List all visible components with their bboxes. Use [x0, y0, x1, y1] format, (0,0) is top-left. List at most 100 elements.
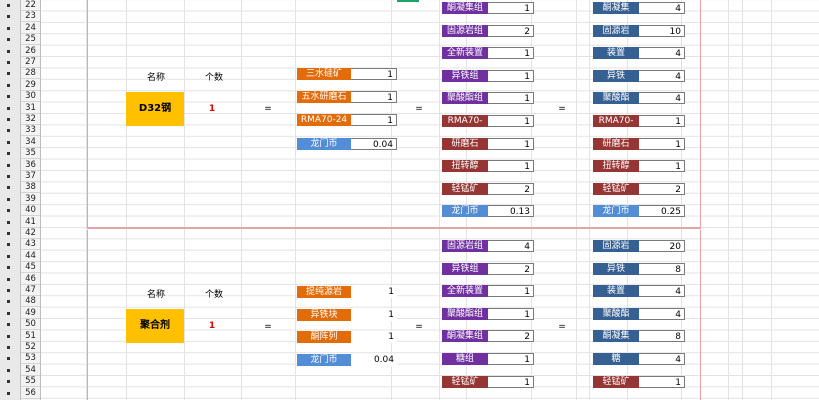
row-number[interactable]: 38 — [21, 182, 40, 194]
material-quantity[interactable]: 1 — [488, 47, 534, 60]
row-number[interactable]: 55 — [21, 376, 40, 388]
material-label[interactable]: RMA70-12 — [593, 115, 639, 138]
outline-dot[interactable] — [7, 175, 10, 178]
outline-dot[interactable] — [7, 129, 10, 133]
material-label[interactable]: 固源岩组 — [442, 24, 488, 37]
row-number[interactable]: 23 — [21, 11, 40, 23]
material-quantity[interactable]: 1 — [351, 114, 397, 127]
material-quantity[interactable]: 1 — [351, 91, 397, 104]
row-number[interactable]: 50 — [21, 319, 40, 331]
material-label[interactable]: 酮凝集组 — [442, 330, 488, 343]
outline-dot[interactable] — [7, 254, 10, 258]
outline-dot[interactable] — [7, 61, 10, 64]
outline-dot[interactable] — [7, 346, 10, 349]
row-number[interactable]: 24 — [21, 23, 40, 34]
material-quantity[interactable]: 1 — [639, 137, 685, 150]
material-quantity[interactable]: 1 — [351, 331, 397, 343]
material-quantity[interactable]: 1 — [351, 286, 397, 298]
material-label[interactable]: 三水硅矿 — [297, 68, 351, 80]
material-label[interactable]: 酮阵列 — [297, 331, 351, 343]
material-label[interactable]: 糖组 — [442, 353, 488, 365]
material-quantity[interactable]: 2 — [488, 262, 534, 275]
material-quantity[interactable]: 4 — [639, 353, 685, 365]
material-quantity[interactable]: 4 — [639, 92, 685, 105]
outline-dot[interactable] — [7, 311, 10, 315]
material-label[interactable]: 龙门币 — [297, 353, 351, 366]
row-number[interactable]: 22 — [21, 0, 40, 11]
material-label[interactable]: 扭转醇 — [593, 160, 639, 173]
material-quantity[interactable]: 8 — [639, 330, 685, 343]
item-name-cell[interactable]: D32钢 — [126, 92, 184, 126]
material-quantity[interactable]: 1 — [488, 353, 534, 365]
material-quantity[interactable]: 1 — [351, 68, 397, 80]
material-quantity[interactable]: 1 — [488, 285, 534, 298]
material-label[interactable]: 龙门币 — [297, 137, 351, 150]
row-number[interactable]: 26 — [21, 46, 40, 57]
material-quantity[interactable]: 0.13 — [488, 205, 534, 218]
material-quantity[interactable]: 4 — [639, 69, 685, 82]
material-label[interactable]: 酮凝集 — [593, 2, 639, 14]
row-number[interactable]: 44 — [21, 251, 40, 262]
material-label[interactable]: 糖 — [593, 353, 639, 365]
material-label[interactable]: 聚酸酯组 — [442, 92, 488, 105]
material-quantity[interactable]: 0.04 — [351, 137, 397, 150]
outline-dot[interactable] — [7, 368, 10, 372]
material-label[interactable]: 异铁组 — [442, 262, 488, 275]
outline-dot[interactable] — [7, 266, 10, 270]
material-label[interactable]: 研磨石 — [593, 137, 639, 150]
row-number[interactable]: 41 — [21, 217, 40, 228]
material-label[interactable]: 固源岩 — [593, 24, 639, 37]
outline-dot[interactable] — [7, 209, 10, 213]
material-quantity[interactable]: 1 — [488, 2, 534, 14]
material-label[interactable]: 聚酸酯 — [593, 307, 639, 320]
outline-dot[interactable] — [7, 95, 10, 99]
row-number[interactable]: 27 — [21, 57, 40, 68]
outline-dot[interactable] — [7, 118, 10, 121]
row-number[interactable]: 51 — [21, 331, 40, 342]
material-label[interactable]: 装置 — [593, 285, 639, 298]
material-label[interactable]: RMA70-24 — [297, 114, 351, 127]
material-label[interactable]: 固源岩 — [593, 240, 639, 252]
material-label[interactable]: 龙门币 — [593, 205, 639, 218]
material-quantity[interactable]: 1 — [488, 92, 534, 105]
material-label[interactable]: 轻锰矿 — [442, 375, 488, 388]
material-quantity[interactable]: 4 — [639, 285, 685, 298]
material-quantity[interactable]: 1 — [488, 137, 534, 150]
material-label[interactable]: 聚酸酯 — [593, 92, 639, 105]
row-number[interactable]: 45 — [21, 262, 40, 274]
item-count-value[interactable]: 1 — [208, 104, 216, 114]
row-number[interactable]: 49 — [21, 308, 40, 319]
row-number[interactable]: 53 — [21, 353, 40, 365]
outline-dot[interactable] — [7, 163, 10, 167]
row-number[interactable]: 56 — [21, 388, 40, 399]
material-quantity[interactable]: 1 — [488, 115, 534, 127]
outline-dot[interactable] — [7, 277, 10, 281]
item-count-value[interactable]: 1 — [208, 321, 216, 331]
material-quantity[interactable]: 2 — [488, 182, 534, 195]
row-number[interactable]: 39 — [21, 194, 40, 205]
row-number[interactable]: 33 — [21, 125, 40, 137]
material-label[interactable]: 提纯源岩 — [297, 286, 351, 298]
material-label[interactable]: 酮凝集组 — [442, 2, 488, 14]
row-number[interactable]: 35 — [21, 148, 40, 160]
row-number[interactable]: 46 — [21, 274, 40, 285]
material-quantity[interactable]: 2 — [488, 24, 534, 37]
material-label[interactable]: 五水研磨石 — [297, 91, 351, 104]
row-number[interactable]: 37 — [21, 171, 40, 182]
material-quantity[interactable]: 1 — [639, 160, 685, 173]
outline-dot[interactable] — [7, 323, 10, 327]
material-quantity[interactable]: 1 — [488, 307, 534, 320]
outline-dot[interactable] — [7, 197, 10, 201]
outline-dot[interactable] — [7, 106, 10, 110]
row-number[interactable]: 52 — [21, 342, 40, 353]
row-number[interactable]: 29 — [21, 80, 40, 91]
outline-dot[interactable] — [7, 26, 10, 30]
material-label[interactable]: 异铁 — [593, 262, 639, 275]
row-number[interactable]: 32 — [21, 114, 40, 125]
material-label[interactable]: 酮凝集 — [593, 330, 639, 343]
material-label[interactable]: 异铁 — [593, 69, 639, 82]
row-number[interactable]: 30 — [21, 91, 40, 103]
material-quantity[interactable]: 0.25 — [639, 205, 685, 218]
row-number[interactable]: 48 — [21, 296, 40, 308]
material-label[interactable]: 装置 — [593, 47, 639, 60]
